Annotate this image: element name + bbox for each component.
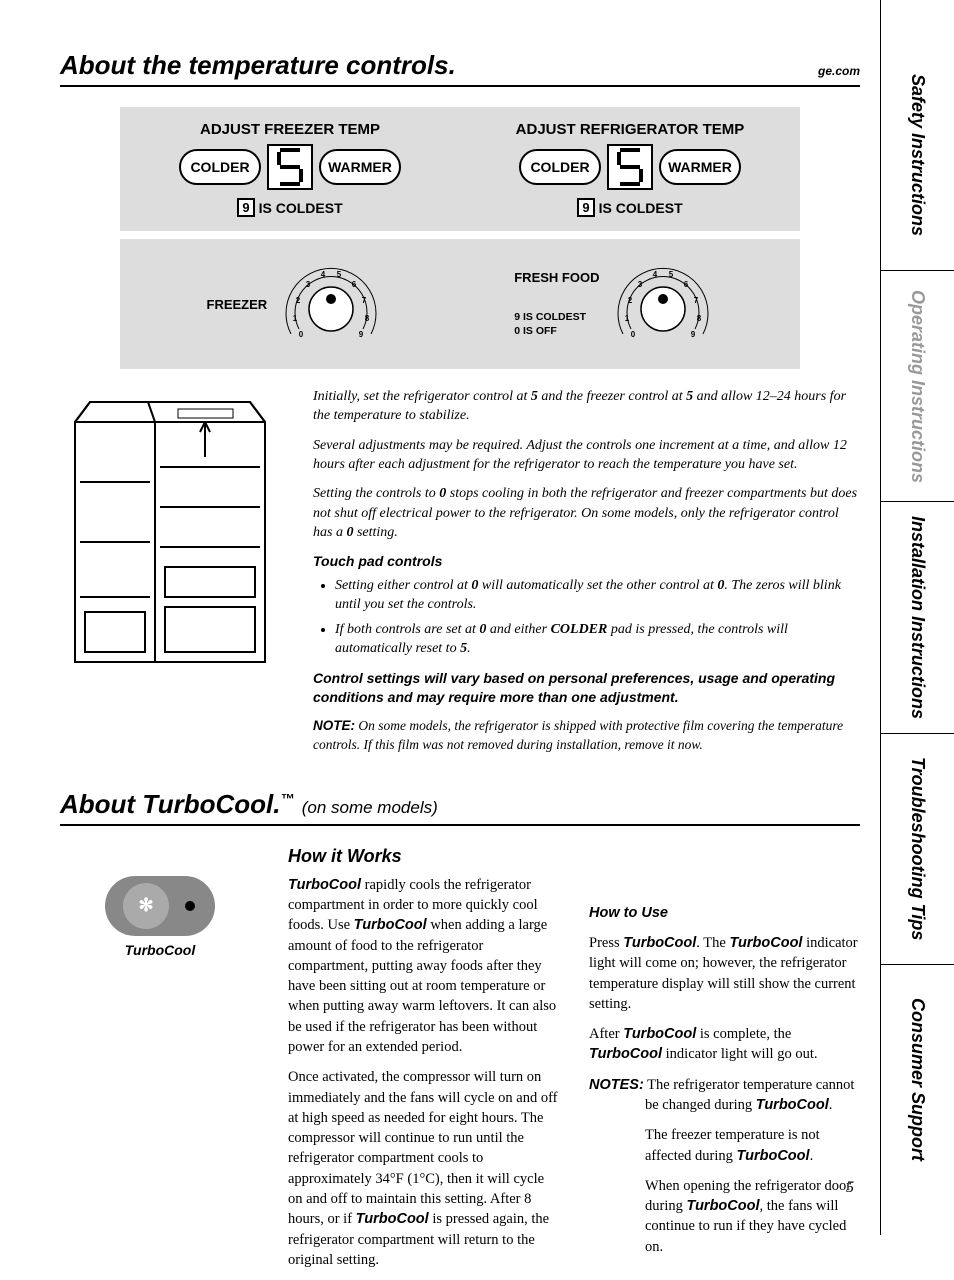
svg-text:6: 6 [684,280,689,289]
tc-col1-p1: TurboCool rapidly cools the refrigerator… [288,875,559,1058]
svg-text:1: 1 [625,314,630,323]
dial-panel: FREEZER 012 345 678 9 FRESH FOOD [120,239,800,369]
turbocool-icon: ✻ [105,876,215,936]
touchpad-li-1: Setting either control at 0 will automat… [335,576,860,615]
fridge-adjust-title: ADJUST REFRIGERATOR TEMP [480,121,780,138]
fridge-control-group: ADJUST REFRIGERATOR TEMP COLDER WARMER 9… [480,121,780,217]
svg-text:2: 2 [628,296,633,305]
section-title-1: About the temperature controls. [60,50,860,87]
touchpad-subhead: Touch pad controls [313,552,860,571]
turbocool-caption: TurboCool [60,942,260,958]
svg-text:1: 1 [293,314,298,323]
svg-text:7: 7 [362,296,367,305]
tc-note-2: The freezer temperature is not affected … [589,1125,860,1166]
svg-text:7: 7 [694,296,699,305]
how-it-works-heading: How it Works [288,846,860,867]
freezer-coldest-note: 9IS COLDEST [140,198,440,217]
site-url: ge.com [818,64,860,78]
tab-operating[interactable]: Operating Instructions [881,271,954,502]
dial-coldest-note: 9 IS COLDEST [514,311,599,325]
freezer-dial-icon: 01 2 3 4 5 67 8 9 [281,259,381,349]
tab-consumer-support[interactable]: Consumer Support [881,965,954,1195]
fridge-warmer-button[interactable]: WARMER [659,149,741,185]
touchpad-li-2: If both controls are set at 0 and either… [335,620,860,659]
fridge-temp-display [607,144,653,190]
svg-text:9: 9 [359,330,364,339]
freezer-warmer-button[interactable]: WARMER [319,149,401,185]
fridge-colder-button[interactable]: COLDER [519,149,601,185]
svg-text:8: 8 [365,314,370,323]
svg-text:5: 5 [337,270,342,279]
freezer-dial-label: FREEZER [207,297,268,312]
svg-text:5: 5 [669,270,674,279]
fridge-illustration [60,387,285,765]
svg-text:9: 9 [691,330,696,339]
page-number: 5 [846,1179,854,1197]
touchpad-panel: ADJUST FREEZER TEMP COLDER WARMER 9IS CO… [120,107,800,231]
tab-troubleshooting[interactable]: Troubleshooting Tips [881,734,954,965]
freezer-temp-display [267,144,313,190]
freshfood-dial-label: FRESH FOOD [514,270,599,285]
dial-off-note: 0 IS OFF [514,325,599,339]
body-para-3: Setting the controls to 0 stops cooling … [313,484,860,542]
svg-text:3: 3 [638,280,643,289]
svg-text:2: 2 [296,296,301,305]
svg-text:6: 6 [352,280,357,289]
svg-text:3: 3 [306,280,311,289]
svg-text:4: 4 [653,270,658,279]
freezer-control-group: ADJUST FREEZER TEMP COLDER WARMER 9IS CO… [140,121,440,217]
tab-safety[interactable]: Safety Instructions [881,40,954,271]
svg-text:8: 8 [697,314,702,323]
svg-text:4: 4 [321,270,326,279]
section-tabs: Safety Instructions Operating Instructio… [880,0,954,1235]
body-note: NOTE: On some models, the refrigerator i… [313,717,860,754]
fridge-coldest-note: 9IS COLDEST [480,198,780,217]
freshfood-dial-icon: 01 2 3 4 5 67 8 9 [613,259,713,349]
section-title-2: About TurboCool.™ (on some models) [60,789,860,826]
body-para-1: Initially, set the refrigerator control … [313,387,860,426]
body-bold-para: Control settings will vary based on pers… [313,669,860,708]
svg-text:0: 0 [631,330,636,339]
tab-installation[interactable]: Installation Instructions [881,502,954,733]
tc-col2-p1: Press TurboCool. The TurboCool indicator… [589,933,860,1014]
tc-note-3: When opening the refrigerator door durin… [589,1176,860,1257]
freezer-colder-button[interactable]: COLDER [179,149,261,185]
how-to-use-heading: How to Use [589,903,860,923]
body-para-2: Several adjustments may be required. Adj… [313,436,860,475]
tc-note-1: NOTES: The refrigerator temperature cann… [589,1075,860,1116]
tc-col2-p2: After TurboCool is complete, the TurboCo… [589,1024,860,1065]
svg-text:0: 0 [299,330,304,339]
freezer-adjust-title: ADJUST FREEZER TEMP [140,121,440,138]
tc-col1-p2: Once activated, the compressor will turn… [288,1067,559,1270]
